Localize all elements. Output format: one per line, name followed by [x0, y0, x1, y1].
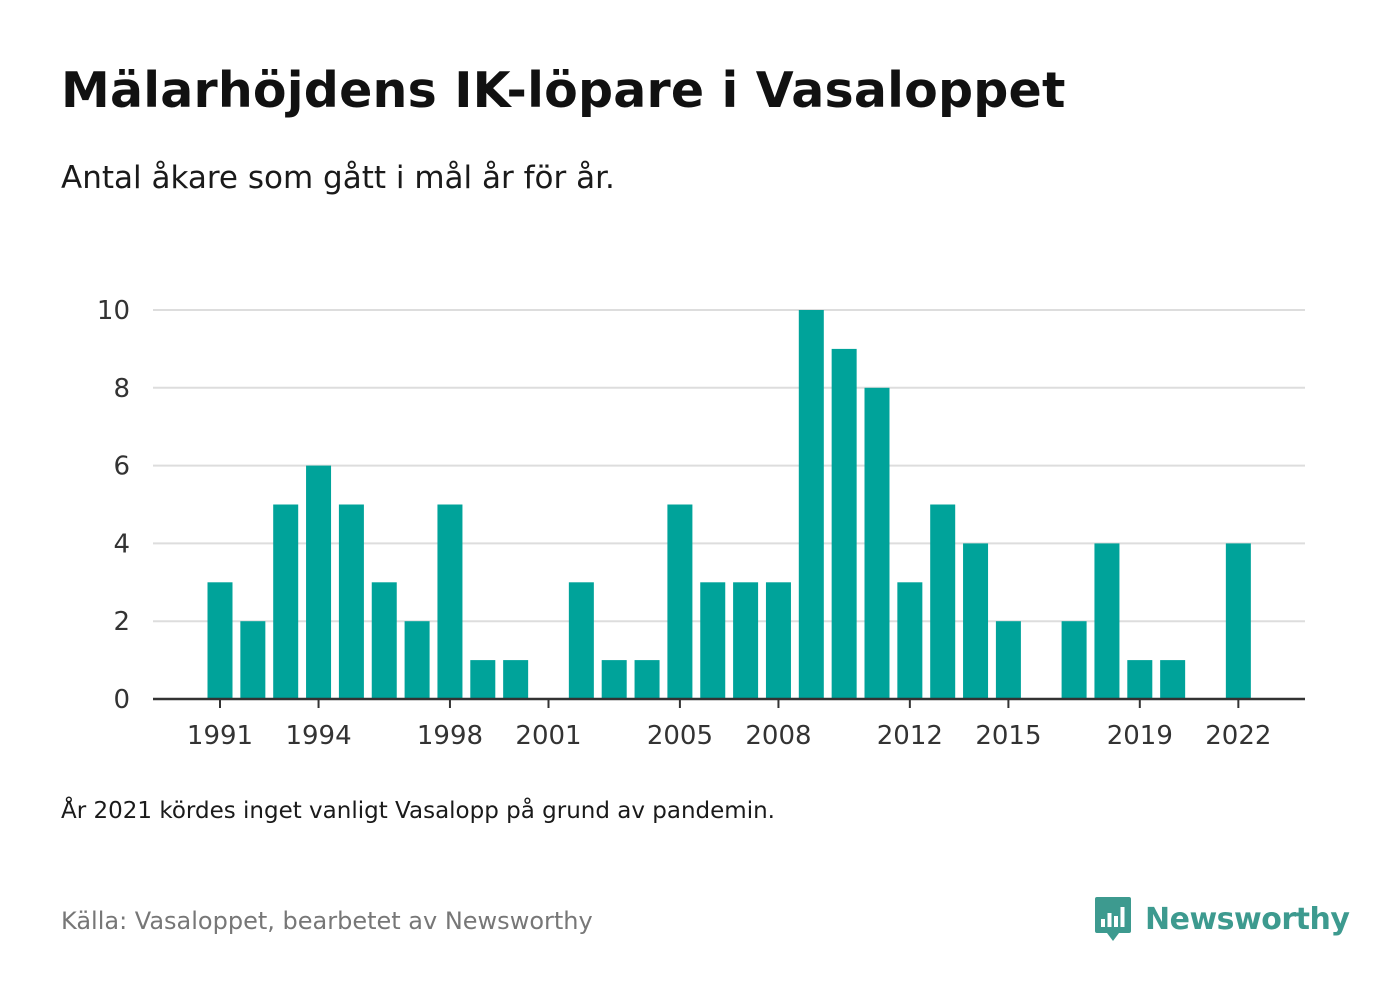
bar-1992: [240, 621, 266, 699]
brand-name: Newsworthy: [1145, 901, 1350, 937]
x-tick-label: 1998: [417, 721, 483, 751]
bar-2002: [568, 582, 594, 699]
bar-2006: [700, 582, 726, 699]
y-tick-label: 6: [113, 452, 130, 482]
bar-2014: [963, 543, 989, 699]
source-text: Källa: Vasaloppet, bearbetet av Newswort…: [61, 907, 593, 935]
bar-2020: [1160, 660, 1186, 699]
bar-2003: [601, 660, 627, 699]
bar-2007: [733, 582, 759, 699]
bar-1996: [371, 582, 397, 699]
bar-2012: [897, 582, 923, 699]
bar-2000: [503, 660, 529, 699]
bar-1998: [437, 504, 463, 699]
bar-2004: [634, 660, 660, 699]
bar-2018: [1094, 543, 1120, 699]
bar-2008: [765, 582, 791, 699]
bar-2013: [930, 504, 956, 699]
x-tick-label: 2012: [877, 721, 943, 751]
chart-subtitle: Antal åkare som gått i mål år för år.: [61, 160, 615, 196]
axes: 0 2 4 6 8 10 1991 1994 1998 2001 2005 2008 2012 2015 2…: [97, 296, 1305, 751]
y-tick-label: 4: [113, 529, 130, 559]
x-tick-label: 2019: [1107, 721, 1173, 751]
newsworthy-logo-icon: [1095, 897, 1131, 941]
chart-title: Mälarhöjdens IK-löpare i Vasaloppet: [61, 62, 1066, 119]
x-tick-label: 2022: [1205, 721, 1271, 751]
bar-2015: [995, 621, 1021, 699]
bar-1997: [404, 621, 430, 699]
bar-1991: [207, 582, 233, 699]
bars: [207, 310, 1251, 699]
x-tick-label: 2001: [515, 721, 581, 751]
bar-1993: [273, 504, 299, 699]
x-tick-label: 2005: [647, 721, 713, 751]
bar-2019: [1127, 660, 1153, 699]
y-tick-label: 0: [113, 685, 130, 715]
x-tick-label: 1991: [187, 721, 253, 751]
y-tick-label: 8: [113, 374, 130, 404]
bar-1999: [470, 660, 496, 699]
bar-2009: [798, 310, 824, 699]
bar-2022: [1225, 543, 1251, 699]
bar-1995: [338, 504, 364, 699]
x-tick-label: 1994: [285, 721, 351, 751]
bar-2010: [831, 348, 857, 699]
y-tick-label: 2: [113, 607, 130, 637]
x-tick-label: 2008: [745, 721, 811, 751]
newsworthy-brand: Newsworthy: [1093, 891, 1350, 947]
bar-2011: [864, 387, 890, 699]
bar-2017: [1061, 621, 1087, 699]
y-tick-label: 10: [97, 296, 130, 326]
chart-note: År 2021 kördes inget vanligt Vasalopp på…: [61, 798, 775, 824]
bar-2005: [667, 504, 693, 699]
x-tick-label: 2015: [975, 721, 1041, 751]
bar-1994: [306, 465, 332, 699]
